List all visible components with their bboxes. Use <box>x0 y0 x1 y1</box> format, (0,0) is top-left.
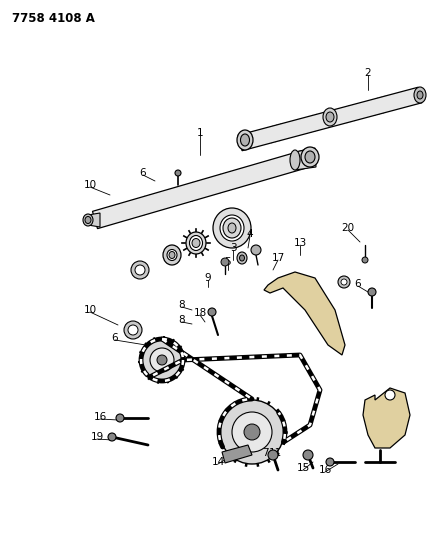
Circle shape <box>338 276 350 288</box>
Circle shape <box>150 348 174 372</box>
Circle shape <box>362 257 368 263</box>
Text: 20: 20 <box>342 223 354 233</box>
Circle shape <box>175 170 181 176</box>
Ellipse shape <box>213 208 251 248</box>
Ellipse shape <box>326 112 334 122</box>
Ellipse shape <box>301 147 319 167</box>
Ellipse shape <box>305 151 315 163</box>
Circle shape <box>124 321 142 339</box>
Text: 5: 5 <box>225 257 231 267</box>
Polygon shape <box>363 388 410 448</box>
Circle shape <box>108 433 116 441</box>
Circle shape <box>221 258 229 266</box>
Ellipse shape <box>417 91 423 99</box>
Ellipse shape <box>241 134 250 146</box>
Ellipse shape <box>85 216 91 223</box>
Ellipse shape <box>192 238 200 247</box>
Text: 6: 6 <box>140 168 146 178</box>
Circle shape <box>385 390 395 400</box>
Text: 11: 11 <box>268 448 282 458</box>
Circle shape <box>232 412 272 452</box>
Ellipse shape <box>237 252 247 264</box>
Polygon shape <box>92 148 315 229</box>
Text: 2: 2 <box>365 68 372 78</box>
Circle shape <box>142 340 182 380</box>
Circle shape <box>220 400 284 464</box>
Ellipse shape <box>240 255 244 261</box>
Text: 4: 4 <box>247 229 253 239</box>
Text: 8: 8 <box>178 315 185 325</box>
Circle shape <box>244 424 260 440</box>
Ellipse shape <box>83 214 93 226</box>
Text: 6: 6 <box>355 279 361 289</box>
Ellipse shape <box>223 218 241 238</box>
Polygon shape <box>88 213 100 227</box>
Ellipse shape <box>186 232 206 254</box>
Polygon shape <box>295 148 316 170</box>
Ellipse shape <box>323 108 337 126</box>
Text: 9: 9 <box>205 273 211 283</box>
Text: 8: 8 <box>178 300 185 310</box>
Text: 16: 16 <box>93 412 107 422</box>
Text: 7758 4108 A: 7758 4108 A <box>12 12 95 25</box>
Text: 3: 3 <box>230 243 236 253</box>
Circle shape <box>268 450 278 460</box>
Circle shape <box>116 414 124 422</box>
Polygon shape <box>264 272 345 355</box>
Text: 12: 12 <box>386 430 400 440</box>
Circle shape <box>368 288 376 296</box>
Circle shape <box>135 265 145 275</box>
Ellipse shape <box>169 252 175 259</box>
Text: 7: 7 <box>262 448 268 458</box>
Text: 13: 13 <box>293 238 306 248</box>
Circle shape <box>326 458 334 466</box>
Text: 1: 1 <box>197 128 203 138</box>
Polygon shape <box>222 445 252 463</box>
Circle shape <box>251 245 261 255</box>
Text: 10: 10 <box>83 305 97 315</box>
Ellipse shape <box>228 223 236 233</box>
Polygon shape <box>238 87 422 151</box>
Ellipse shape <box>190 236 202 251</box>
Ellipse shape <box>167 249 177 261</box>
Circle shape <box>303 450 313 460</box>
Text: 15: 15 <box>296 463 309 473</box>
Text: 17: 17 <box>271 253 285 263</box>
Ellipse shape <box>414 87 426 103</box>
Text: 10: 10 <box>83 180 97 190</box>
Ellipse shape <box>220 215 244 241</box>
Ellipse shape <box>237 130 253 150</box>
Circle shape <box>128 325 138 335</box>
Ellipse shape <box>290 150 300 170</box>
Text: 18: 18 <box>193 308 207 318</box>
Text: 6: 6 <box>112 333 118 343</box>
Circle shape <box>208 308 216 316</box>
Ellipse shape <box>163 245 181 265</box>
Text: 16: 16 <box>318 465 332 475</box>
Circle shape <box>131 261 149 279</box>
Text: 14: 14 <box>211 457 225 467</box>
Circle shape <box>341 279 347 285</box>
Circle shape <box>157 355 167 365</box>
Text: 19: 19 <box>90 432 104 442</box>
